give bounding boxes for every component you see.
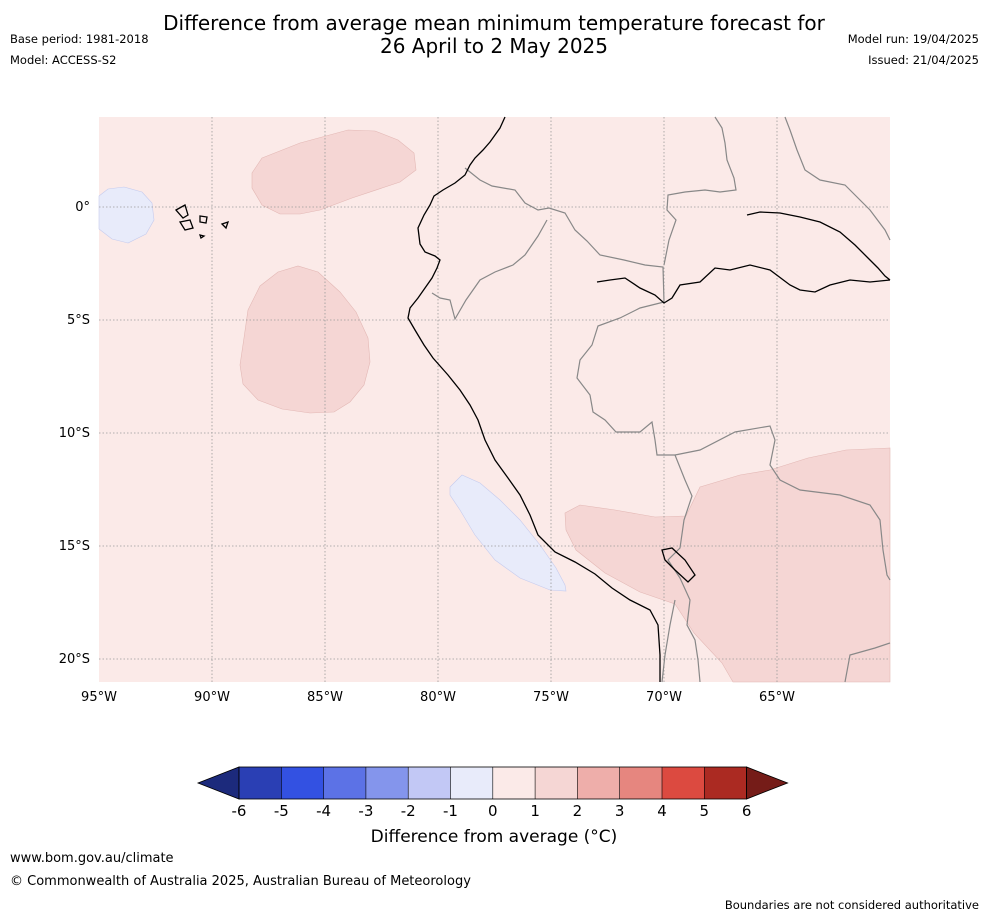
ecuador-peru-border xyxy=(431,219,548,321)
colorbar-tick-label: 5 xyxy=(700,802,710,820)
chile-bolivia-border xyxy=(661,599,676,683)
warm-region-offshore xyxy=(239,265,371,414)
colorbar-tick-label: 4 xyxy=(657,802,667,820)
cool-region-galapagos xyxy=(98,186,155,244)
lon-label: 85°W xyxy=(307,690,343,705)
footer-note: Boundaries are not considered authoritat… xyxy=(724,898,979,912)
gridlines xyxy=(99,117,890,682)
colorbar-tick-label: 6 xyxy=(742,802,752,820)
amazon-river xyxy=(596,264,891,304)
longitude-labels: 95°W 90°W 85°W 80°W 75°W 70°W 65°W xyxy=(81,690,795,705)
latitude-labels: 0° 5°S 10°S 15°S 20°S xyxy=(59,200,90,667)
colorbar-extend-high xyxy=(746,766,789,800)
warm-region-north xyxy=(251,129,417,215)
colorbar-segment xyxy=(323,767,366,799)
base-period-label: Base period: 1981-2018 xyxy=(10,32,149,46)
colombia-ecuador-border xyxy=(464,167,665,303)
lat-label: 0° xyxy=(75,200,90,215)
meta-right: Model run: 19/04/2025 Issued: 21/04/2025 xyxy=(848,29,979,71)
colorbar-segment xyxy=(408,767,451,799)
warm-region-southeast xyxy=(564,447,891,683)
bolivia-brazil-border xyxy=(674,425,891,581)
model-label: Model: ACCESS-S2 xyxy=(10,53,117,67)
colorbar-segment xyxy=(662,767,705,799)
cool-region-offshore-peru xyxy=(449,474,567,592)
pacific-coastline xyxy=(407,116,661,682)
colorbar: -6 -5 -4 -3 -2 -1 0 1 2 3 4 5 6 xyxy=(196,766,789,820)
colorbar-segment xyxy=(492,767,536,799)
issued-label: Issued: 21/04/2025 xyxy=(868,53,979,67)
coastlines xyxy=(174,116,891,682)
colorbar-tick-label: -6 xyxy=(232,802,247,820)
colorbar-ticks: -6 -5 -4 -3 -2 -1 0 1 2 3 4 5 6 xyxy=(232,802,752,820)
lat-label: 20°S xyxy=(59,652,90,667)
colorbar-tick-label: -1 xyxy=(443,802,458,820)
colorbar-tick-label: -5 xyxy=(274,802,289,820)
colorbar-segment xyxy=(450,767,493,799)
colorbar-tick-label: -4 xyxy=(316,802,331,820)
colorbar-segment xyxy=(577,767,620,799)
colorbar-title: Difference from average (°C) xyxy=(370,827,618,847)
meta-left: Base period: 1981-2018 Model: ACCESS-S2 xyxy=(10,29,149,71)
colorbar-segments xyxy=(196,766,789,800)
lon-label: 80°W xyxy=(420,690,456,705)
model-run-label: Model run: 19/04/2025 xyxy=(847,32,979,46)
colorbar-segment xyxy=(704,767,747,799)
peru-brazil-border xyxy=(576,301,675,456)
lake-titicaca xyxy=(661,547,696,583)
venezuela-brazil-border xyxy=(784,116,891,241)
chart-title: Difference from average mean minimum tem… xyxy=(163,11,825,58)
colombia-venezuela-border xyxy=(663,116,737,266)
colorbar-tick-label: -2 xyxy=(401,802,416,820)
lon-label: 70°W xyxy=(646,690,682,705)
colorbar-tick-label: 3 xyxy=(615,802,625,820)
colorbar-tick-label: 1 xyxy=(530,802,540,820)
lat-label: 5°S xyxy=(67,313,90,328)
lon-label: 75°W xyxy=(533,690,569,705)
footer-copyright: © Commonwealth of Australia 2025, Austra… xyxy=(10,874,471,889)
footer-url: www.bom.gov.au/climate xyxy=(10,851,174,866)
colorbar-extend-low xyxy=(196,766,240,800)
colorbar-segment xyxy=(535,767,578,799)
lat-label: 15°S xyxy=(59,539,90,554)
anomaly-regions xyxy=(98,129,891,683)
lon-label: 65°W xyxy=(759,690,795,705)
colorbar-segment xyxy=(239,767,282,799)
colorbar-segment xyxy=(365,767,409,799)
colorbar-tick-label: 2 xyxy=(573,802,583,820)
country-boundaries xyxy=(431,116,891,683)
colorbar-tick-label: -3 xyxy=(358,802,373,820)
lon-label: 90°W xyxy=(194,690,230,705)
colorbar-tick-label: 0 xyxy=(488,802,498,820)
colorbar-segment xyxy=(281,767,324,799)
lon-label: 95°W xyxy=(81,690,117,705)
rio-negro xyxy=(746,211,891,281)
colorbar-segment xyxy=(619,767,662,799)
lat-label: 10°S xyxy=(59,426,90,441)
galapagos-islands xyxy=(174,204,230,240)
paraguay-border xyxy=(844,642,891,683)
